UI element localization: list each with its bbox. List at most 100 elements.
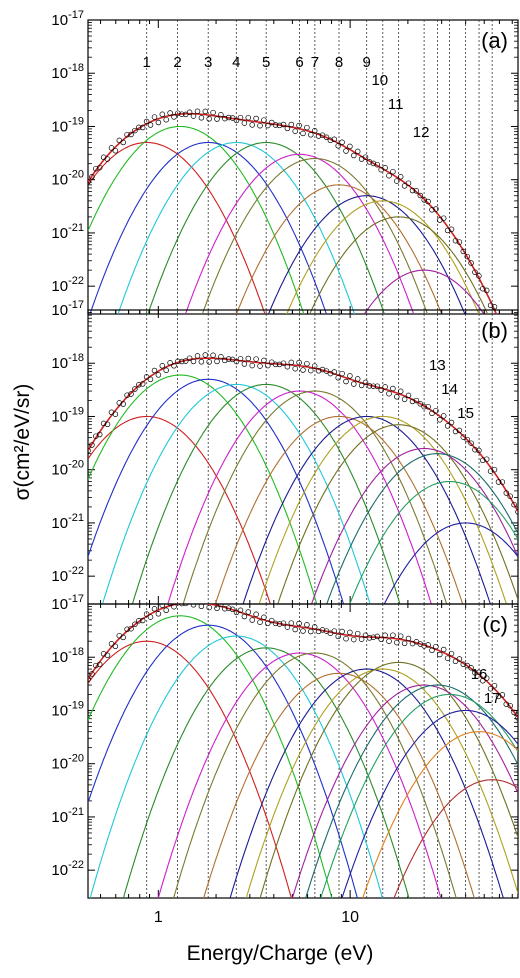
- y-tick-label: 10-18: [51, 62, 84, 82]
- data-point: [284, 624, 291, 630]
- data-point: [198, 115, 205, 121]
- data-point: [366, 635, 373, 641]
- data-point: [448, 419, 455, 426]
- y-tick-label: 10-20: [51, 753, 84, 773]
- data-point: [370, 634, 377, 640]
- curve-line-2: [88, 374, 318, 604]
- line-label-7: 7: [311, 54, 319, 71]
- data-point: [440, 413, 447, 419]
- data-point: [167, 360, 173, 366]
- data-point: [132, 386, 138, 392]
- data-point: [440, 646, 447, 653]
- data-point: [382, 165, 388, 171]
- curve-line-10: [258, 415, 508, 604]
- data-point: [214, 116, 220, 122]
- data-point: [335, 143, 341, 149]
- data-point: [476, 447, 482, 454]
- data-point: [214, 358, 220, 365]
- line-label-4: 4: [232, 54, 240, 71]
- y-tick-label: 10-17: [51, 9, 84, 29]
- data-point: [456, 427, 463, 434]
- data-point: [237, 114, 244, 121]
- curve-line-12: [363, 269, 485, 314]
- data-point: [503, 490, 510, 496]
- y-tick-label: 10-21: [51, 806, 84, 826]
- curve-line-3: [88, 378, 345, 604]
- data-point: [280, 360, 287, 366]
- data-point: [225, 356, 232, 362]
- data-point: [265, 620, 271, 627]
- data-point: [495, 479, 502, 485]
- data-point: [331, 628, 338, 634]
- data-point: [409, 187, 416, 194]
- data-point: [268, 617, 275, 624]
- data-point: [413, 397, 420, 404]
- data-point: [300, 130, 306, 137]
- data-point: [491, 466, 498, 473]
- data-point: [147, 122, 154, 128]
- data-point: [225, 605, 232, 611]
- data-point: [237, 355, 244, 362]
- data-point: [163, 367, 169, 374]
- data-point: [323, 368, 330, 374]
- data-point: [194, 353, 201, 359]
- data-point: [155, 611, 162, 617]
- data-point: [136, 382, 142, 388]
- data-point: [143, 611, 150, 617]
- data-point: [425, 198, 431, 205]
- data-point: [409, 398, 416, 405]
- data-point: [472, 446, 478, 453]
- data-point: [483, 287, 490, 294]
- data-point: [347, 143, 353, 150]
- data-point: [460, 434, 467, 440]
- data-point: [195, 598, 200, 603]
- data-point: [151, 114, 158, 120]
- data-point: [499, 692, 506, 698]
- data-point: [311, 363, 318, 369]
- curve-line-1: [88, 141, 266, 314]
- data-point: [429, 647, 435, 654]
- data-point: [214, 605, 220, 612]
- data-point: [206, 359, 212, 365]
- data-point: [93, 165, 99, 172]
- data-point: [472, 670, 478, 676]
- curve-line-7: [173, 652, 457, 898]
- data-point: [222, 115, 228, 122]
- curve-line-4: [117, 141, 356, 314]
- data-point: [378, 387, 384, 393]
- data-point: [452, 428, 459, 435]
- y-tick-label: 10-18: [51, 646, 84, 666]
- data-point: [257, 363, 263, 369]
- data-point: [362, 379, 369, 386]
- data-point: [456, 239, 463, 245]
- line-label-12: 12: [413, 124, 430, 141]
- curve-line-5: [147, 141, 385, 314]
- envelope-curve: [88, 112, 498, 314]
- y-tick-label: 10-22: [51, 859, 84, 879]
- data-point: [163, 116, 169, 123]
- data-point: [222, 357, 228, 364]
- data-point: [390, 632, 396, 638]
- data-point: [124, 131, 130, 138]
- data-point: [128, 625, 134, 632]
- data-point: [128, 131, 134, 138]
- data-point: [292, 626, 298, 633]
- data-point: [272, 122, 279, 128]
- data-point: [171, 114, 177, 120]
- data-point: [374, 633, 381, 640]
- data-point: [464, 253, 470, 260]
- data-point: [284, 125, 291, 132]
- data-point: [351, 152, 357, 159]
- data-point: [339, 370, 345, 377]
- curve-line-15: [341, 709, 518, 898]
- data-point: [128, 391, 134, 397]
- curve-line-13: [326, 453, 518, 604]
- line-label-6: 6: [295, 54, 303, 71]
- data-point: [186, 109, 193, 116]
- data-point: [378, 636, 384, 643]
- y-tick-label: 10-21: [51, 222, 84, 242]
- data-point: [386, 638, 392, 644]
- data-point: [429, 410, 435, 417]
- data-point: [304, 124, 310, 131]
- data-point: [343, 635, 349, 642]
